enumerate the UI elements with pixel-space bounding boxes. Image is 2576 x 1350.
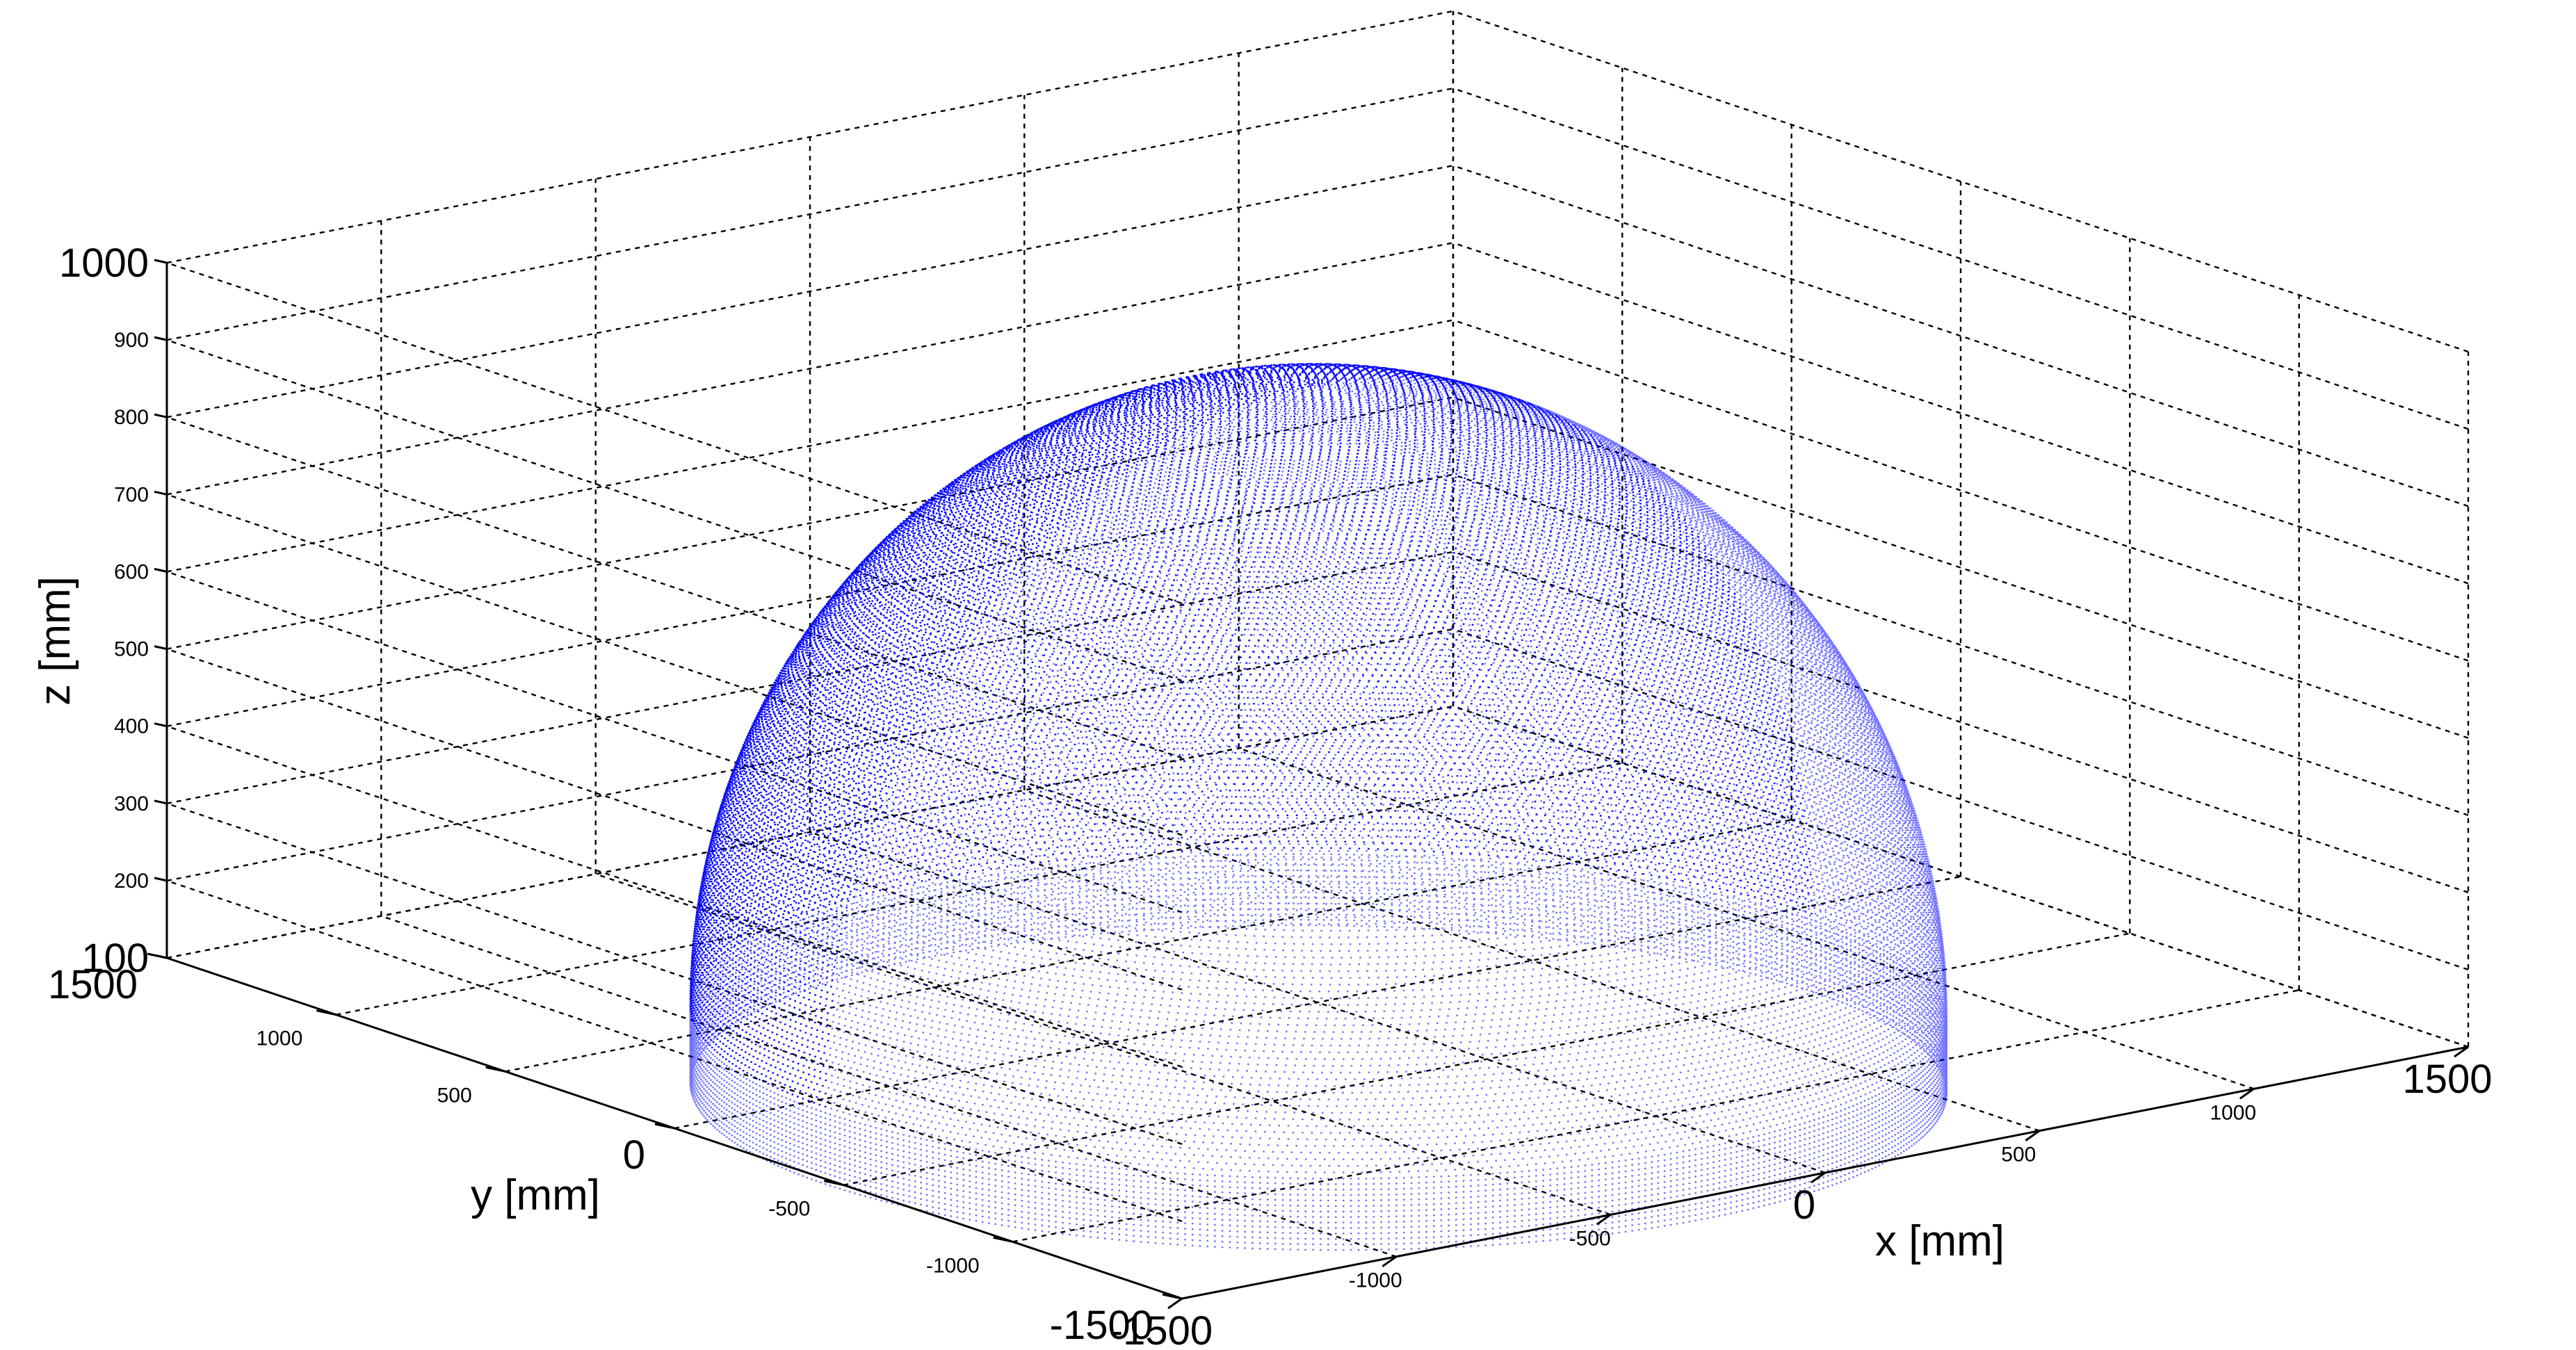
x-tick xyxy=(2025,1130,2041,1141)
floor-grid-line xyxy=(336,762,1623,1016)
axis-titles: z [mm] y [mm] x [mm] xyxy=(31,576,2004,1265)
floor-grid-line xyxy=(1012,989,2299,1243)
z-tick-label: 800 xyxy=(114,406,149,429)
dome-points-back xyxy=(689,363,1813,1108)
back-wall-grid-line xyxy=(166,473,1454,727)
z-tick xyxy=(154,413,168,418)
y-tick-label: 0 xyxy=(623,1132,645,1178)
x-tick-label: -1500 xyxy=(1110,1308,1213,1350)
x-tick xyxy=(2239,1088,2255,1100)
z-tick xyxy=(154,490,168,496)
z-tick xyxy=(154,954,168,959)
x-tick-label: 1000 xyxy=(2210,1101,2256,1124)
floor-grid-line xyxy=(1023,789,2040,1132)
z-tick xyxy=(154,877,168,882)
z-tick-label: 300 xyxy=(114,792,149,815)
z-tick-label: 700 xyxy=(114,483,149,506)
y-tick-label: -1500 xyxy=(1050,1303,1153,1348)
z-tick xyxy=(154,567,168,573)
z-tick-label: 900 xyxy=(114,329,149,352)
side-wall-grid-line xyxy=(1452,319,2469,662)
z-tick xyxy=(154,259,168,264)
left-wall-grid-line xyxy=(166,494,1183,836)
floor-grid-line xyxy=(674,875,1961,1130)
back-wall-grid-line xyxy=(166,87,1454,341)
side-wall-grid-line xyxy=(1452,87,2469,430)
x-tick xyxy=(2454,1046,2469,1058)
x-tick-label: 500 xyxy=(2001,1144,2036,1166)
side-wall-grid-line xyxy=(1452,10,2469,353)
z-tick xyxy=(154,799,168,805)
side-wall-grid-line xyxy=(1452,473,2469,816)
y-tick-label: 500 xyxy=(437,1084,472,1107)
y-axis-title: y [mm] xyxy=(471,1171,600,1219)
side-wall-grid-line xyxy=(1452,242,2469,585)
point-cloud-series xyxy=(689,363,1947,1251)
y-tick xyxy=(654,1123,675,1130)
x-axis-title: x [mm] xyxy=(1875,1217,2004,1265)
x-tick xyxy=(1596,1214,1612,1226)
z-tick-label: 600 xyxy=(114,560,149,583)
y-tick-label: -500 xyxy=(768,1198,810,1221)
x-tick xyxy=(1382,1255,1398,1267)
back-wall-grid-line xyxy=(166,628,1454,882)
z-tick-label: 1000 xyxy=(59,241,149,286)
y-tick xyxy=(485,1066,506,1073)
y-tick xyxy=(316,1009,337,1016)
z-tick-label: 100 xyxy=(81,936,149,981)
left-wall-grid-line xyxy=(166,339,1183,682)
z-tick xyxy=(154,645,168,651)
side-wall-grid-line xyxy=(1452,705,2469,1048)
left-wall-grid-line xyxy=(166,725,1183,1068)
x-tick xyxy=(1811,1171,1826,1184)
y-tick-label: 1000 xyxy=(257,1027,303,1050)
back-wall-grid-line xyxy=(166,242,1454,496)
side-wall-grid-line xyxy=(1452,628,2469,971)
z-tick xyxy=(154,336,168,341)
z-tick-label: 500 xyxy=(114,638,149,661)
x-tick-label: 0 xyxy=(1793,1182,1815,1228)
left-wall-grid-line xyxy=(166,879,1183,1223)
y-tick xyxy=(823,1180,844,1187)
left-wall-grid-line xyxy=(166,648,1183,991)
back-wall-grid-line xyxy=(166,705,1454,959)
z-axis-title: z [mm] xyxy=(31,576,79,706)
floor-grid-line xyxy=(595,873,1612,1216)
floor-grid-line xyxy=(505,819,1792,1073)
z-tick-label: 400 xyxy=(114,715,149,738)
side-wall-grid-line xyxy=(1452,165,2469,507)
x-tick-label: -1000 xyxy=(1349,1269,1402,1292)
back-wall-grid-line xyxy=(166,319,1454,573)
tick-labels: -1500-1000-500050010001500-1500-1000-500… xyxy=(48,241,2493,1350)
x-tick-label: 1500 xyxy=(2402,1057,2492,1102)
x-tick-label: -500 xyxy=(1569,1227,1611,1250)
x-tick xyxy=(1167,1297,1183,1310)
dome-points-front xyxy=(689,377,1947,1251)
axes xyxy=(147,259,2469,1310)
y-tick xyxy=(1162,1293,1183,1300)
y-tick-label: -1000 xyxy=(926,1254,980,1277)
side-wall-grid-line xyxy=(1452,396,2469,739)
back-wall-grid-line xyxy=(166,10,1454,264)
left-wall-grid-line xyxy=(166,571,1183,913)
left-wall-grid-line xyxy=(166,802,1183,1145)
side-wall-grid-line xyxy=(1452,551,2469,893)
y-tick xyxy=(993,1236,1014,1243)
z-tick xyxy=(154,722,168,728)
back-wall-grid-line xyxy=(166,396,1454,650)
back-wall-grid-line xyxy=(166,165,1454,418)
z-tick-label: 200 xyxy=(114,870,149,893)
left-wall-grid-line xyxy=(166,416,1183,759)
y-tick-label: 1500 xyxy=(48,962,138,1007)
